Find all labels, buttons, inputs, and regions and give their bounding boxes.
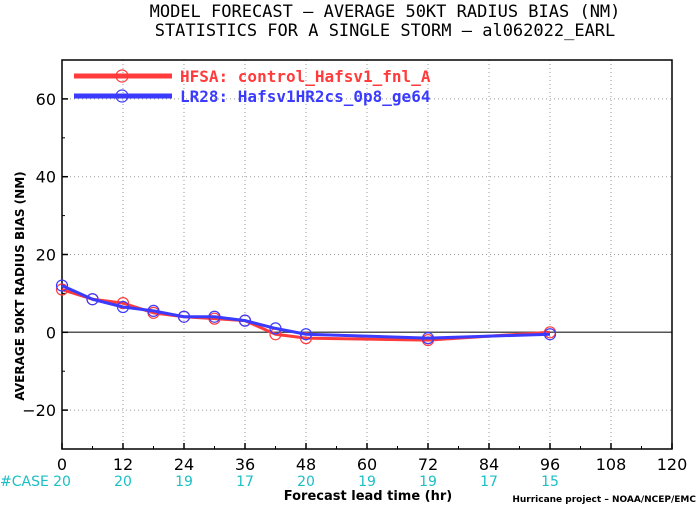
series-2-point xyxy=(543,328,557,341)
x-tick-label: 96 xyxy=(540,455,560,474)
x-tick-label: 108 xyxy=(596,455,627,474)
chart-title-line2: STATISTICS FOR A SINGLE STORM – al062022… xyxy=(155,21,616,41)
x-tick-label: 0 xyxy=(57,455,67,474)
legend-marker-2 xyxy=(115,89,129,103)
series-2-point xyxy=(147,304,160,318)
case-count: 17 xyxy=(236,474,254,490)
chart-title-line1: MODEL FORECAST – AVERAGE 50KT RADIUS BIA… xyxy=(150,2,621,22)
series xyxy=(55,279,557,347)
y-tick-label: 20 xyxy=(36,246,56,265)
y-tick-label: 40 xyxy=(36,168,56,187)
x-tick-label: 12 xyxy=(113,455,133,474)
series-2-point xyxy=(208,310,221,323)
case-count: 17 xyxy=(480,474,498,490)
legend-label-1: HFSA: control_Hafsv1_fnl_A xyxy=(180,67,431,86)
x-tick-label: 48 xyxy=(296,455,316,474)
series-2-point xyxy=(55,279,69,292)
credit-text: Hurricane project – NOAA/NCEP/EMC xyxy=(512,495,696,505)
case-count: 19 xyxy=(175,474,193,490)
series-2-point xyxy=(238,314,252,327)
series-line-2 xyxy=(61,284,551,340)
series-2-point xyxy=(86,293,99,306)
series-line-1 xyxy=(61,288,551,342)
case-count: 19 xyxy=(419,474,437,490)
case-count: 20 xyxy=(53,474,71,490)
x-tick-label: 72 xyxy=(418,455,438,474)
x-tick-label: 84 xyxy=(479,455,499,474)
case-label: #CASE xyxy=(0,474,49,490)
y-tick-label: 60 xyxy=(36,90,56,109)
x-tick-label: 60 xyxy=(357,455,377,474)
series-1-point xyxy=(116,297,130,310)
case-count: 15 xyxy=(541,474,559,490)
case-count: 20 xyxy=(114,474,132,490)
legend-label-2: LR28: Hafsv1HR2cs_0p8_ge64 xyxy=(180,87,430,106)
x-axis-label: Forecast lead time (hr) xyxy=(284,489,452,504)
y-axis-label: AVERAGE 50KT RADIUS BIAS (NM) xyxy=(13,171,27,400)
series-1-point xyxy=(299,332,313,345)
series-2-point xyxy=(177,310,191,323)
x-tick-label: 120 xyxy=(657,455,688,474)
series-2-point xyxy=(421,332,435,345)
grid xyxy=(62,60,672,449)
case-count: 19 xyxy=(358,474,376,490)
legend-marker-1 xyxy=(115,69,129,83)
series-2-point xyxy=(116,300,130,314)
x-tick-label: 24 xyxy=(174,455,194,474)
case-count: 20 xyxy=(297,474,315,490)
x-tick-label: 36 xyxy=(235,455,255,474)
series-2-point xyxy=(299,328,313,341)
y-tick-label: −20 xyxy=(22,401,56,420)
y-tick-label: 0 xyxy=(46,323,56,342)
series-2-point xyxy=(269,322,282,335)
